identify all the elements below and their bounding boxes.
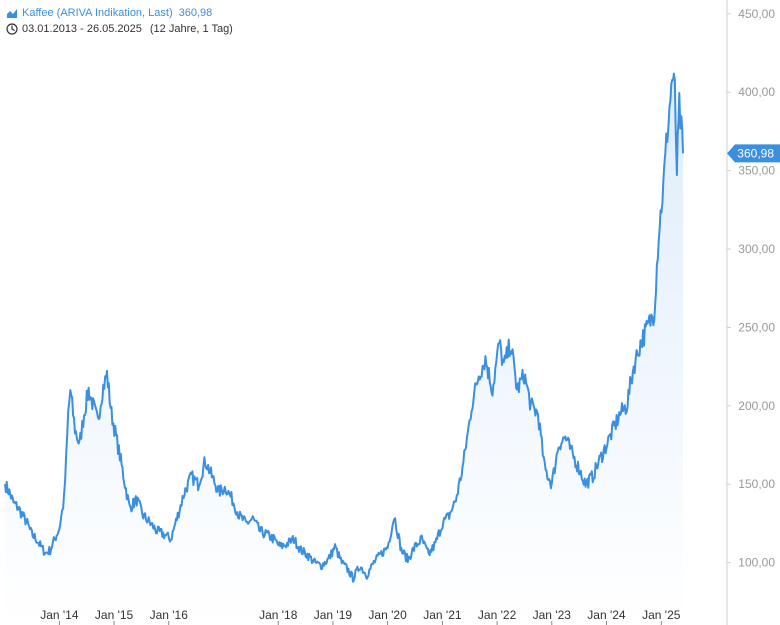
last-value-badge [727,144,780,163]
x-tick-label: Jan '21 [423,608,462,622]
x-tick-label: Jan '16 [150,608,189,622]
y-tick-label: 150,00 [738,477,775,491]
y-tick-label: 200,00 [738,399,775,413]
legend-range-row: 03.01.2013 - 26.05.2025 (12 Jahre, 1 Tag… [6,21,233,37]
y-tick-label: 300,00 [738,242,775,256]
legend-date-range: 03.01.2013 - 26.05.2025 [22,23,142,35]
y-tick-label: 400,00 [738,85,775,99]
y-tick-label: 250,00 [738,320,775,334]
x-tick-label: Jan '15 [95,608,134,622]
legend-series-value: 360,98 [178,7,213,19]
area-chart-icon [7,9,17,18]
x-tick-label: Jan '14 [40,608,79,622]
legend-series-label: Kaffee (ARIVA Indikation, Last) [22,7,173,19]
y-tick-label: 450,00 [738,7,775,21]
x-tick-label: Jan '20 [368,608,407,622]
y-tick-label: 350,00 [738,164,775,178]
x-tick-label: Jan '18 [259,608,298,622]
series-line [4,72,684,583]
series-area-fill [5,73,683,625]
chart-legend: Kaffee (ARIVA Indikation, Last) 360,98 0… [6,5,233,37]
legend-series-row: Kaffee (ARIVA Indikation, Last) 360,98 [6,5,233,21]
x-tick-label: Jan '19 [314,608,353,622]
x-tick-label: Jan '24 [587,608,626,622]
y-tick-label: 100,00 [738,556,775,570]
clock-icon [6,23,18,35]
x-tick-label: Jan '22 [478,608,517,622]
legend-range-extra: (12 Jahre, 1 Tag) [149,23,233,35]
x-tick-label: Jan '23 [533,608,572,622]
x-tick-label: Jan '25 [642,608,681,622]
last-value-label: 360,98 [737,146,774,160]
